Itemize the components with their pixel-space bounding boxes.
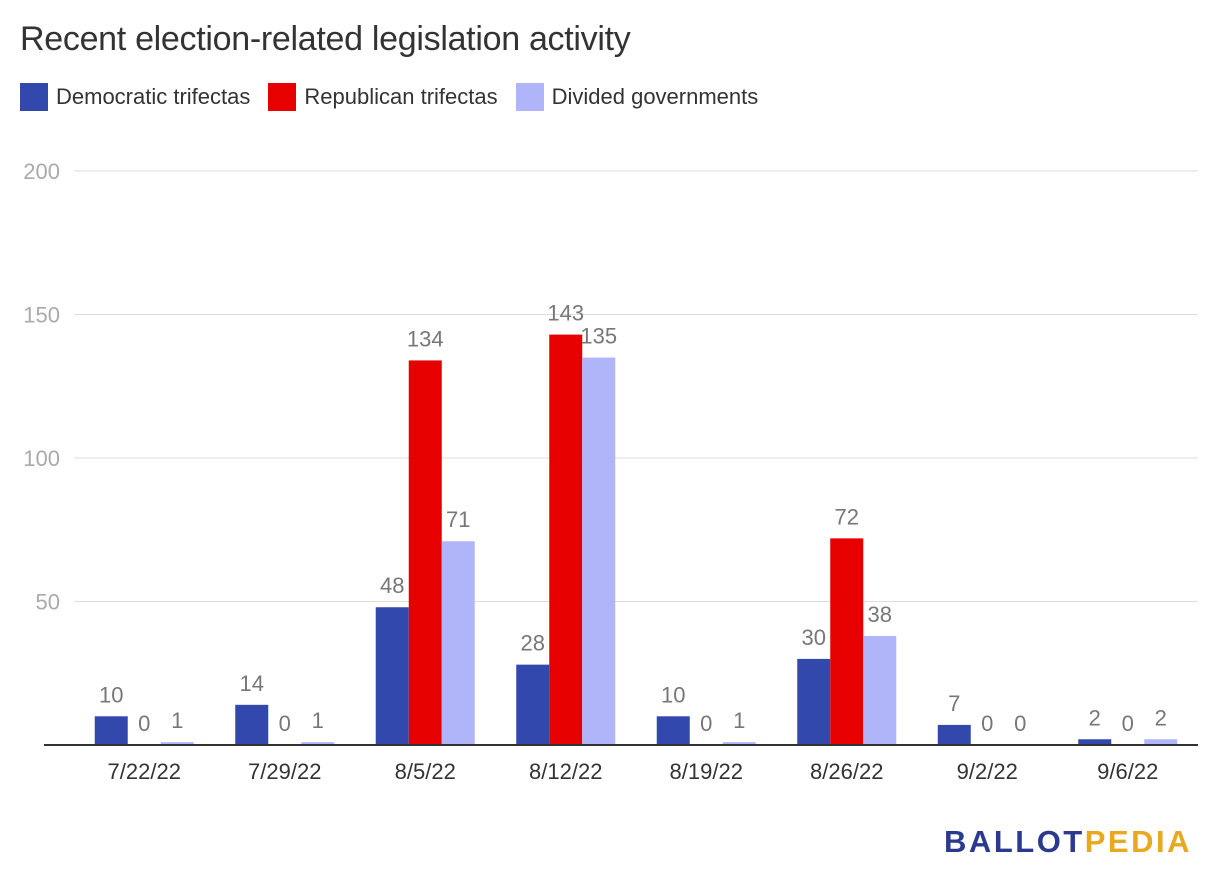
bar-0-7	[1078, 739, 1112, 745]
bar-2-1	[301, 742, 335, 745]
logo-part-ballot: BALLOT	[944, 824, 1085, 859]
chart-title: Recent election-related legislation acti…	[20, 20, 631, 58]
y-tick-label-50: 50	[36, 590, 60, 615]
x-tick-label-0: 7/22/22	[108, 759, 181, 784]
legend-item-republican: Republican trifectas	[268, 83, 498, 111]
bar-2-4	[722, 742, 756, 745]
x-tick-label-4: 8/19/22	[670, 759, 743, 784]
bar-1-2	[408, 360, 442, 745]
logo-part-pedia: PEDIA	[1084, 824, 1192, 859]
y-tick-label-100: 100	[23, 446, 60, 471]
bar-2-7	[1144, 739, 1178, 745]
bar-0-6	[937, 724, 971, 745]
data-label-2-0: 1	[171, 708, 183, 733]
bar-2-5	[863, 635, 897, 745]
data-label-1-0: 0	[138, 711, 150, 736]
data-label-1-7: 0	[1122, 711, 1134, 736]
data-label-1-5: 72	[835, 504, 859, 529]
data-label-2-4: 1	[733, 708, 745, 733]
bar-2-0	[160, 742, 194, 745]
x-tick-label-5: 8/26/22	[810, 759, 883, 784]
x-tick-label-1: 7/29/22	[248, 759, 321, 784]
data-label-1-6: 0	[981, 711, 993, 736]
data-label-1-2: 134	[407, 326, 444, 351]
ballotpedia-logo: BALLOTPEDIA	[944, 824, 1192, 860]
data-label-0-1: 14	[240, 671, 264, 696]
x-tick-label-7: 9/6/22	[1097, 759, 1158, 784]
legend-item-democratic: Democratic trifectas	[20, 83, 250, 111]
bar-2-3	[582, 357, 616, 745]
data-label-0-0: 10	[99, 682, 123, 707]
x-tick-label-2: 8/5/22	[395, 759, 456, 784]
legend-item-divided: Divided governments	[515, 83, 759, 111]
data-label-2-1: 1	[312, 708, 324, 733]
data-label-1-4: 0	[700, 711, 712, 736]
y-tick-label-200: 200	[23, 159, 60, 184]
x-tick-label-6: 9/2/22	[957, 759, 1018, 784]
data-label-0-5: 30	[802, 625, 826, 650]
bar-0-5	[797, 658, 831, 745]
data-label-2-3: 135	[580, 324, 617, 349]
bar-0-4	[656, 716, 690, 745]
x-tick-label-3: 8/12/22	[529, 759, 602, 784]
legend-label-divided: Divided governments	[551, 84, 759, 109]
data-label-2-7: 2	[1155, 705, 1167, 730]
data-label-1-3: 143	[547, 301, 584, 326]
y-tick-label-150: 150	[23, 303, 60, 328]
data-label-0-4: 10	[661, 682, 685, 707]
bar-0-2	[375, 607, 409, 745]
legend-swatch-divided	[515, 83, 544, 111]
data-label-0-6: 7	[948, 691, 960, 716]
bar-0-3	[516, 664, 550, 745]
legend-label-republican: Republican trifectas	[304, 84, 498, 109]
bar-0-0	[94, 716, 128, 745]
legend: Democratic trifectas Republican trifecta…	[20, 83, 776, 111]
data-label-2-2: 71	[446, 507, 470, 532]
data-label-0-2: 48	[380, 573, 404, 598]
legend-label-democratic: Democratic trifectas	[56, 84, 251, 109]
data-label-2-6: 0	[1014, 711, 1026, 736]
bar-2-2	[441, 541, 475, 745]
legend-swatch-republican	[268, 83, 297, 111]
bar-0-1	[235, 704, 269, 745]
data-label-1-1: 0	[279, 711, 291, 736]
data-label-0-7: 2	[1089, 705, 1101, 730]
data-label-0-3: 28	[521, 631, 545, 656]
data-label-2-5: 38	[868, 602, 892, 627]
bar-1-3	[549, 334, 583, 745]
legend-swatch-democratic	[20, 83, 48, 111]
bar-1-5	[830, 538, 864, 745]
